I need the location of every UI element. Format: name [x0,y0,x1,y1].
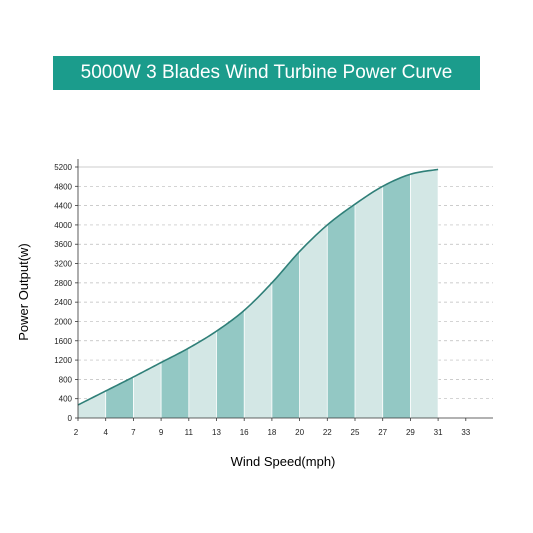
x-tick-label: 29 [406,428,415,437]
x-tick-label: 31 [434,428,443,437]
x-tick-label: 27 [378,428,387,437]
area-stripe [382,174,411,418]
x-axis-ticks: 2 4 7 9 11 13 16 18 20 22 25 27 29 31 33 [74,418,471,437]
power-curve-line [77,168,439,406]
y-tick-label: 2000 [54,317,72,326]
area-stripe [188,331,217,418]
x-tick-label: 20 [295,428,304,437]
area-stripe [78,390,106,418]
grid-lines [78,166,493,400]
area-stripe [410,169,439,418]
y-tick-label: 4000 [54,221,72,230]
y-tick-label: 3600 [54,240,72,249]
y-tick-label: 4400 [54,202,72,211]
area-stripe [133,362,162,418]
y-tick-label: 400 [59,395,73,404]
curve-layer [77,168,439,406]
y-tick-label: 2400 [54,298,72,307]
area-stripe [105,376,134,418]
x-axis-title: Wind Speed(mph) [231,454,336,469]
axes [77,159,493,419]
x-tick-label: 2 [74,428,79,437]
area-stripe [271,251,300,418]
x-tick-label: 18 [267,428,276,437]
chart-title-banner: 5000W 3 Blades Wind Turbine Power Curve [53,56,480,90]
y-axis-ticks: 0 400 800 1200 1600 2000 2400 2800 3200 3600 4000 4… [54,163,78,423]
x-tick-label: 22 [323,428,332,437]
y-tick-label: 800 [59,375,73,384]
area-stripe [299,224,328,418]
area-stripe [161,348,189,418]
x-tick-label: 13 [212,428,221,437]
x-tick-label: 4 [103,428,108,437]
x-tick-label: 33 [461,428,470,437]
area-stripe [327,204,355,418]
y-tick-label: 2800 [54,279,72,288]
y-tick-label: 1200 [54,356,72,365]
chart-title: 5000W 3 Blades Wind Turbine Power Curve [80,62,453,83]
x-tick-label: 16 [240,428,249,437]
x-tick-label: 11 [185,428,194,437]
y-tick-label: 4800 [54,182,72,191]
area-stripe [355,186,383,418]
area-stripes [78,169,439,418]
y-tick-label: 3200 [54,260,72,269]
area-stripe [244,282,272,418]
x-tick-label: 7 [131,428,136,437]
x-tick-label: 9 [159,428,164,437]
area-stripe [216,310,245,418]
y-tick-label: 0 [68,414,73,423]
x-tick-label: 25 [351,428,360,437]
y-tick-label: 1600 [54,337,72,346]
y-tick-label: 5200 [54,163,72,172]
y-axis-title: Power Output(w) [16,243,31,341]
